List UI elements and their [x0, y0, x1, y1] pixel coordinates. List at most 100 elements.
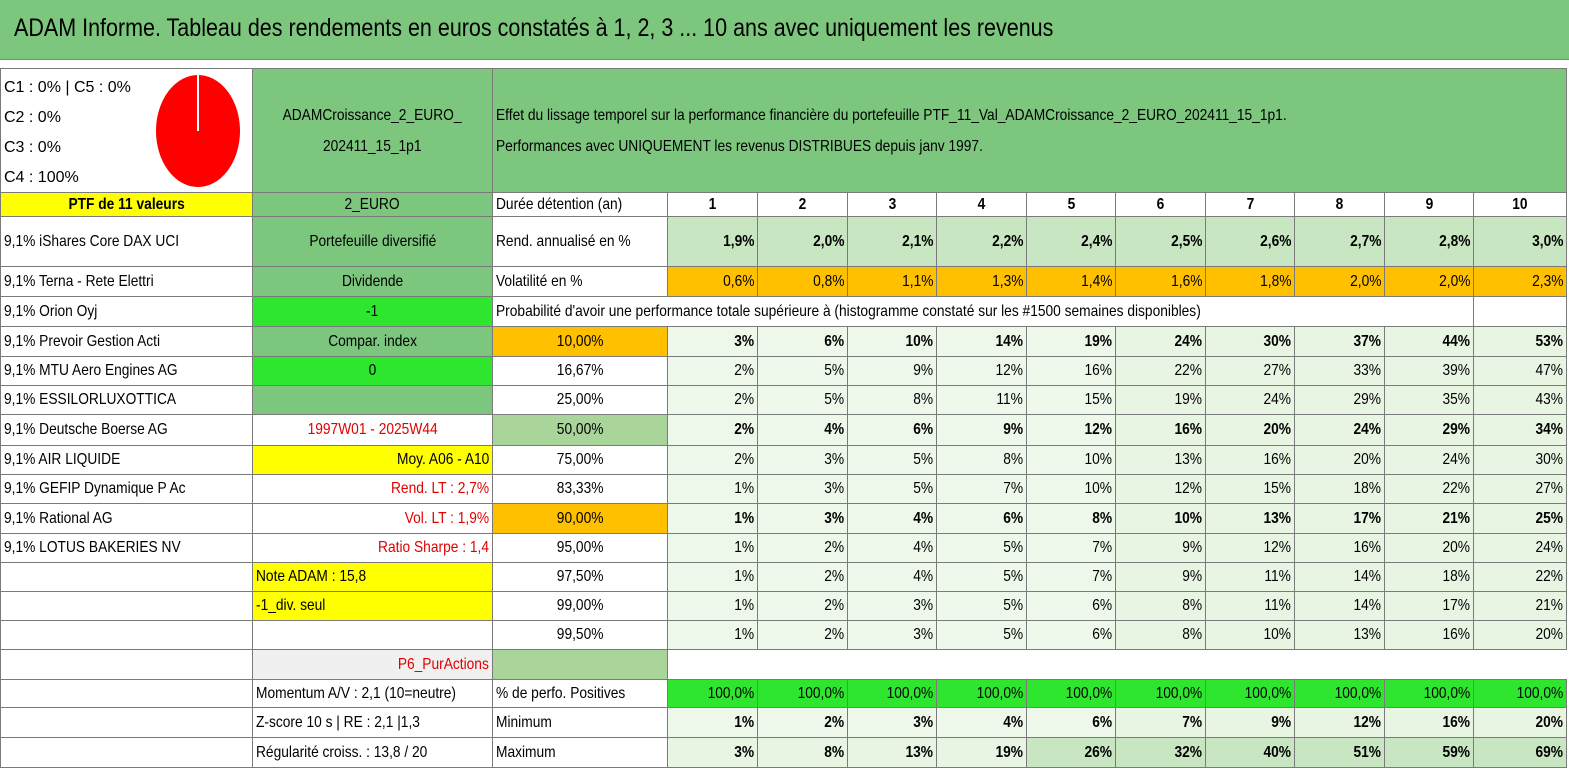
maximum-value: 40% — [1205, 737, 1295, 768]
proba-value: 19% — [1115, 385, 1206, 415]
div-seul: -1_div. seul — [252, 591, 493, 621]
proba-value: 22% — [1472, 562, 1568, 592]
proba-value-text: 3% — [734, 332, 754, 350]
proba-value-text: 5% — [913, 480, 933, 497]
maximum-value: 13% — [847, 737, 937, 768]
proba-value: 2% — [757, 620, 848, 650]
maximum-value-text: 51% — [1353, 743, 1381, 761]
proba-value-text: 17% — [1442, 597, 1470, 614]
proba-value: 15% — [1026, 385, 1116, 415]
proba-value-text: 22% — [1442, 480, 1470, 497]
proba-value: 6% — [936, 503, 1027, 534]
proba-row: 9,1% MTU Aero Engines AG 0 16,67% 2% 5% 9% 12%… — [0, 356, 1568, 386]
portfolio-name-line1: ADAMCroissance_2_EURO_ — [283, 106, 462, 124]
proba-value: 10% — [1115, 503, 1206, 534]
proba-value: 24% — [1472, 533, 1568, 563]
vol-value: 0,6% — [667, 266, 758, 297]
proba-value-text: 10% — [1084, 451, 1112, 468]
proba-value-text: 10% — [905, 332, 933, 350]
year-header-text: 3 — [888, 195, 896, 213]
proba-value: 6% — [1026, 591, 1116, 621]
empty-cell — [1472, 296, 1568, 327]
proba-value-text: 21% — [1442, 509, 1470, 527]
threshold-value: 99,50% — [492, 620, 668, 650]
proba-value-text: 14% — [1353, 597, 1381, 614]
minimum-value: 4% — [936, 707, 1027, 738]
proba-value: 14% — [1294, 591, 1385, 621]
proba-value-text: 10% — [1174, 509, 1202, 527]
maximum-value-text: 26% — [1084, 743, 1112, 761]
proba-value: 24% — [1115, 326, 1206, 357]
holding-name: 9,1% Deutsche Boerse AG — [0, 414, 253, 446]
proba-value-text: 7% — [1092, 568, 1112, 585]
threshold-value-text: 75,00% — [556, 451, 604, 468]
proba-value: 29% — [1384, 414, 1474, 446]
threshold-value: 16,67% — [492, 356, 668, 386]
proba-value: 5% — [847, 445, 937, 475]
proba-value: 35% — [1384, 385, 1474, 415]
threshold-value-text: 99,00% — [556, 597, 604, 614]
holding-name-text: 9,1% AIR LIQUIDE — [4, 451, 121, 468]
pie-label: C1 : 0% | C5 : 0% — [4, 79, 131, 96]
vol-value: 1,6% — [1115, 266, 1206, 297]
proba-value-text: 24% — [1535, 539, 1564, 556]
proba-value: 2% — [667, 445, 758, 475]
proba-value-text: 20% — [1535, 626, 1564, 643]
proba-value: 30% — [1205, 326, 1295, 357]
proba-value: 1% — [667, 562, 758, 592]
vol-lt-text: Vol. LT : 1,9% — [404, 509, 489, 527]
year-header: 6 — [1115, 192, 1206, 217]
proba-value: 3% — [667, 326, 758, 357]
holding-name: 9,1% Prevoir Gestion Acti — [0, 326, 253, 357]
proba-value-text: 1% — [734, 480, 754, 497]
proba-value-text: 6% — [1003, 509, 1023, 527]
proba-value: 4% — [757, 414, 848, 446]
maximum-value: 26% — [1026, 737, 1116, 768]
proba-value: 7% — [1026, 562, 1116, 592]
maximum-value-text: 3% — [734, 743, 754, 761]
holding-name: 9,1% AIR LIQUIDE — [0, 445, 253, 475]
vol-row: 9,1% Terna - Rete Elettri Dividende Volati… — [0, 266, 1568, 297]
proba-value-text: 3% — [913, 597, 933, 614]
proba-value: 1% — [667, 533, 758, 563]
minimum-value-text: 4% — [1003, 713, 1023, 731]
proba-value: 24% — [1205, 385, 1295, 415]
proba-value-text: 16% — [1442, 626, 1470, 643]
maximum-value: 3% — [667, 737, 758, 768]
proba-value-text: 2% — [734, 451, 754, 468]
ptf-label: PTF de 11 valeurs — [0, 192, 253, 217]
proba-value: 4% — [847, 562, 937, 592]
holding-name-text: 9,1% LOTUS BAKERIES NV — [4, 539, 181, 556]
vol-value-text: 0,8% — [812, 272, 844, 290]
minimum-value-text: 6% — [1092, 713, 1112, 731]
proba-value-text: 10% — [1084, 480, 1112, 497]
proba-value-text: 7% — [1003, 480, 1023, 497]
minimum-value: 3% — [847, 707, 937, 738]
empty-cell — [0, 562, 253, 592]
proba-value-text: 1% — [734, 626, 754, 643]
maximum-value-text: 40% — [1263, 743, 1291, 761]
proba-value: 8% — [1115, 591, 1206, 621]
positive-label-text: % de perfo. Positives — [496, 684, 626, 702]
performance-table: C1 : 0% | C5 : 0% C2 : 0% C3 : 0% C4 : 1… — [0, 68, 1568, 768]
proba-value-text: 2% — [734, 421, 754, 438]
proba-value: 12% — [1205, 533, 1295, 563]
minimum-value-text: 3% — [913, 713, 933, 731]
rend-lt: Rend. LT : 2,7% — [252, 474, 493, 504]
proba-value-text: 5% — [824, 391, 844, 408]
proba-value-text: 1% — [734, 568, 754, 585]
moy-label-text: Moy. A06 - A10 — [396, 451, 489, 468]
rend-value: 2,7% — [1294, 216, 1385, 267]
threshold-value: 99,00% — [492, 591, 668, 621]
momentum-label: Momentum A/V : 2,1 (10=neutre) — [252, 679, 493, 708]
positive-value: 100,0% — [847, 679, 937, 708]
proba-value-text: 25% — [1535, 509, 1564, 527]
positive-value: 100,0% — [1472, 679, 1568, 708]
proba-value: 2% — [757, 591, 848, 621]
threshold-value-text: 90,00% — [556, 509, 604, 527]
empty-cell — [758, 650, 848, 680]
proba-value-text: 13% — [1353, 626, 1381, 643]
proba-value-text: 2% — [824, 539, 844, 556]
proba-row: 9,1% AIR LIQUIDE Moy. A06 - A10 75,00% 2% 3%… — [0, 445, 1568, 475]
rend-label: Rend. annualisé en % — [492, 216, 668, 267]
